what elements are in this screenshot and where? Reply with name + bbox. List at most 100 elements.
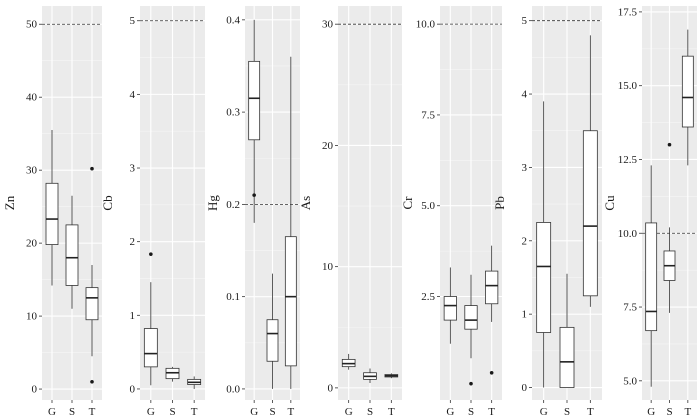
y-tick-label: 5 xyxy=(130,15,136,27)
x-tick-label: T xyxy=(684,406,691,418)
y-tick-label: 20 xyxy=(322,140,334,152)
box-g xyxy=(248,19,261,223)
x-tick-label: T xyxy=(89,406,96,418)
box-s xyxy=(464,274,478,386)
x-tick-label: T xyxy=(191,406,198,418)
panel-cu: 5.0 7.5 10.0 12.5 15.0 17.5 G S T Cu xyxy=(602,6,697,418)
x-tick-label: G xyxy=(540,406,548,418)
box-t xyxy=(681,29,694,166)
y-axis-label: Zn xyxy=(2,195,17,210)
y-tick-label: 10.0 xyxy=(618,228,638,240)
box-iqr xyxy=(485,270,499,305)
x-tick-label: T xyxy=(388,406,395,418)
box-iqr xyxy=(45,182,59,245)
box-iqr xyxy=(681,55,694,128)
box-iqr xyxy=(559,326,575,388)
box-iqr xyxy=(65,224,79,286)
y-axis-label: Cb xyxy=(100,195,115,210)
y-tick-label: 4 xyxy=(522,89,528,101)
box-t xyxy=(384,373,399,379)
y-tick-label: 2 xyxy=(130,236,136,248)
outlier-point xyxy=(667,142,672,147)
x-tick-label: T xyxy=(587,406,594,418)
x-tick-label: G xyxy=(647,406,655,418)
x-tick-label: S xyxy=(269,406,275,418)
y-tick-label: 5 xyxy=(522,15,528,27)
y-tick-label: 20 xyxy=(26,238,38,250)
y-tick-label: 5.0 xyxy=(421,200,435,212)
y-tick-label: 1 xyxy=(130,310,136,322)
box-g xyxy=(341,353,356,370)
y-axis-label: Cu xyxy=(602,195,617,211)
x-tick-label: S xyxy=(169,406,175,418)
x-tick-label: S xyxy=(468,406,474,418)
y-tick-label: 0.4 xyxy=(226,14,240,26)
y-tick-label: 0 xyxy=(130,383,136,395)
y-tick-label: 3 xyxy=(130,163,136,175)
box-t xyxy=(284,56,297,389)
box-g xyxy=(536,101,552,388)
panel-hg: 0.0 0.1 0.2 0.3 0.4 G S T Hg xyxy=(205,6,300,418)
y-axis-label: Hg xyxy=(205,195,220,211)
outlier-point xyxy=(90,166,94,171)
y-tick-label: 2.5 xyxy=(421,291,435,303)
y-tick-label: 4 xyxy=(130,89,136,101)
x-tick-label: S xyxy=(367,406,373,418)
panel-as: 0 10 20 30 G S T As xyxy=(298,6,402,418)
y-tick-label: 12.5 xyxy=(618,154,638,166)
box-iqr xyxy=(645,222,658,332)
outlier-point xyxy=(149,252,153,256)
box-t xyxy=(187,376,202,389)
y-tick-label: 10 xyxy=(26,311,38,323)
y-tick-label: 0.1 xyxy=(226,291,240,303)
box-s xyxy=(266,273,279,389)
x-tick-label: T xyxy=(287,406,294,418)
box-iqr xyxy=(248,60,261,141)
y-tick-label: 1 xyxy=(522,309,528,321)
y-tick-label: 17.5 xyxy=(618,6,638,18)
y-tick-label: 0 xyxy=(328,382,334,394)
y-tick-label: 5.0 xyxy=(623,375,637,387)
box-t xyxy=(582,35,598,307)
box-iqr xyxy=(266,319,279,362)
box-s xyxy=(559,273,575,388)
outlier-point xyxy=(90,379,94,384)
x-tick-label: S xyxy=(564,406,570,418)
y-tick-label: 7.5 xyxy=(421,109,435,121)
x-tick-label: G xyxy=(48,406,56,418)
y-tick-label: 30 xyxy=(26,165,38,177)
y-axis-label: As xyxy=(298,196,313,210)
box-t xyxy=(485,245,499,375)
box-g xyxy=(645,165,658,387)
box-iqr xyxy=(85,287,99,321)
box-iqr xyxy=(284,236,297,367)
x-tick-label: T xyxy=(488,406,495,418)
x-tick-label: G xyxy=(446,406,454,418)
x-tick-label: G xyxy=(250,406,258,418)
box-s xyxy=(65,195,79,309)
panel-pb: 0 1 2 3 4 5 G S T Pb xyxy=(492,6,602,418)
y-tick-label: 2 xyxy=(522,235,528,247)
y-tick-label: 15.0 xyxy=(618,80,638,92)
box-iqr xyxy=(536,222,552,333)
box-iqr xyxy=(443,296,457,321)
box-s xyxy=(663,142,676,313)
box-iqr xyxy=(582,130,598,297)
box-s xyxy=(165,366,180,382)
y-tick-label: 7.5 xyxy=(623,302,637,314)
box-g xyxy=(45,130,59,286)
y-axis-label: Cr xyxy=(400,196,415,210)
panel-zn: 0 10 20 30 40 50 G S T Zn xyxy=(2,6,102,418)
box-t xyxy=(85,166,99,384)
x-tick-label: S xyxy=(69,406,75,418)
box-g xyxy=(143,252,158,386)
y-tick-label: 0.3 xyxy=(226,107,240,119)
x-tick-label: S xyxy=(666,406,672,418)
panel-cr: 2.5 5.0 7.5 10.0 G S T Cr xyxy=(400,6,502,418)
y-tick-label: 0.2 xyxy=(226,199,240,211)
box-iqr xyxy=(143,328,158,368)
y-tick-label: 3 xyxy=(522,162,528,174)
outlier-point xyxy=(469,381,473,386)
box-iqr xyxy=(464,305,478,330)
